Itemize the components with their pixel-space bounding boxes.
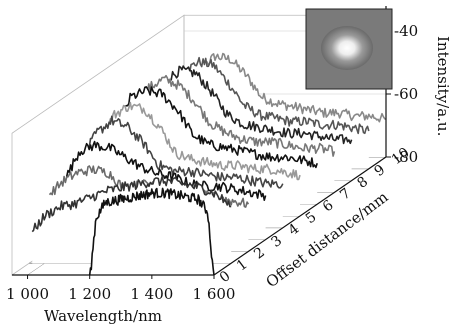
z-tick-label: 0 [217, 268, 234, 286]
series-layer [31, 52, 387, 276]
x-tick-label: 1 000 [6, 285, 49, 303]
series-0-fill [89, 188, 214, 275]
series-8-line [152, 65, 353, 145]
series-1-line [31, 175, 232, 233]
z-tick-label: 8 [354, 174, 371, 192]
x-tick-label: 1 200 [68, 285, 111, 303]
z-axis-line [213, 156, 387, 276]
z-tick-label: 1 [234, 256, 251, 274]
y-tick-label: -80 [394, 148, 418, 166]
x-axis-title: Wavelength/nm [44, 307, 162, 325]
beam-spot-inset [305, 8, 393, 90]
axes-layer: 1 000 1 200 1 400 1 600012345678910-40-60-8… [6, 6, 418, 303]
x-tick-label: 1 400 [130, 285, 173, 303]
z-tick-label: 6 [320, 197, 337, 215]
y-tick-label: -40 [394, 22, 418, 40]
x-tick-label: 1 600 [193, 285, 236, 303]
series-7-line [134, 74, 336, 157]
y-tick-label: -60 [394, 85, 418, 103]
series-4-line [83, 115, 284, 189]
series-0 [88, 187, 215, 276]
beam-spot [321, 26, 373, 70]
z-tick-label: 3 [268, 233, 285, 251]
series-0-line [88, 187, 215, 276]
y-axis-title: Intensity/a.u. [434, 36, 450, 136]
z-tick-label: 9 [372, 162, 389, 180]
z-tick-label: 5 [303, 209, 320, 227]
series-5-line [100, 101, 301, 181]
z-tick-label: 7 [337, 185, 354, 203]
z-tick-label: 2 [251, 244, 268, 262]
series-6-line [117, 86, 318, 169]
z-tick-label: 4 [286, 221, 303, 239]
series-9-line [169, 56, 370, 135]
series-3-line [65, 140, 267, 201]
series-10-line [186, 52, 387, 123]
